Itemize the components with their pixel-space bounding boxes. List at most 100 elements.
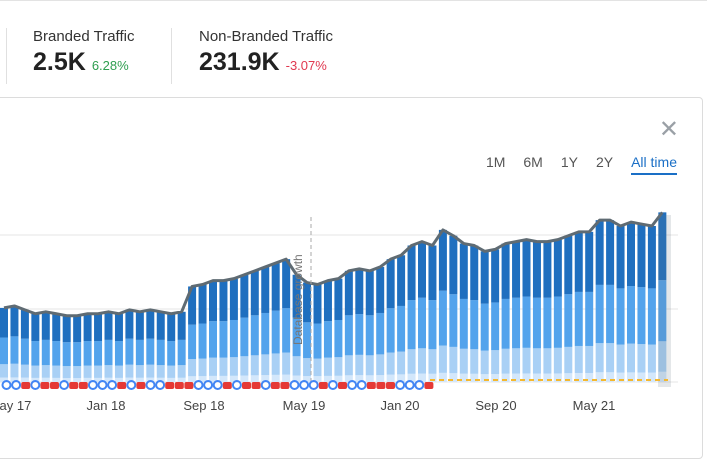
event-marker: [318, 382, 328, 389]
bar-segment: [428, 245, 437, 301]
bar-segment: [658, 212, 667, 281]
event-marker: [145, 380, 156, 390]
bar-segment: [219, 375, 228, 382]
bar-segment: [459, 243, 468, 299]
bar-segment: [428, 300, 437, 350]
bar-segment: [156, 377, 165, 382]
x-tick-label: Sep 20: [475, 398, 516, 413]
range-1y[interactable]: 1Y: [560, 154, 578, 170]
bar-segment: [135, 365, 144, 378]
metric-label: Branded Traffic: [33, 28, 135, 45]
bar-segment: [282, 374, 291, 382]
bar-segment: [250, 375, 259, 382]
bar-segment: [146, 338, 155, 365]
x-tick-label: Sep 18: [183, 398, 224, 413]
metric-non-branded-traffic[interactable]: Non-Branded Traffic 231.9K -3.07%: [199, 28, 333, 77]
event-marker: [193, 380, 204, 390]
x-tick-label: Jan 18: [86, 398, 125, 413]
bar-segment: [449, 294, 458, 347]
bar-segment: [114, 341, 123, 366]
event-marker: [21, 382, 31, 389]
bar-segment: [564, 373, 573, 382]
event-marker: [87, 380, 98, 390]
bar-segment: [606, 343, 615, 373]
bar-segment: [94, 313, 103, 342]
bar-segment: [407, 349, 416, 374]
bar-segment: [397, 305, 406, 352]
bar-segment: [146, 377, 155, 382]
bar-segment: [156, 365, 165, 378]
bar-segment: [250, 270, 259, 316]
bar-segment: [459, 348, 468, 374]
range-1m[interactable]: 1M: [485, 154, 506, 170]
bar-segment: [188, 359, 197, 377]
event-marker: [270, 382, 280, 389]
bar-segment: [114, 377, 123, 382]
bar-segment: [303, 282, 312, 323]
bar-segment: [41, 377, 50, 382]
bar-segment: [512, 373, 521, 382]
event-marker: [231, 380, 242, 390]
bar-segment: [627, 372, 635, 382]
bar-segment: [470, 245, 479, 301]
x-tick-label: Jan 20: [380, 398, 419, 413]
bar-segment: [240, 317, 249, 357]
range-2y[interactable]: 2Y: [595, 154, 614, 170]
bar-segment: [595, 220, 604, 285]
bar-segment: [209, 357, 217, 376]
event-marker: [347, 380, 358, 390]
bar-segment: [459, 373, 468, 382]
event-marker: [424, 382, 434, 389]
event-marker: [78, 382, 88, 389]
bar-segment: [334, 375, 343, 382]
bar-segment: [553, 347, 562, 374]
event-marker: [11, 380, 22, 390]
bar-segment: [616, 372, 625, 382]
event-marker: [174, 382, 184, 389]
range-6m[interactable]: 6M: [523, 154, 543, 170]
bar-segment: [271, 353, 280, 375]
bar-segment: [480, 303, 489, 351]
bar-segment: [125, 338, 134, 365]
bar-segment: [52, 377, 61, 382]
bar-segment: [10, 377, 19, 382]
bar-segment: [355, 314, 364, 355]
bar-segment: [177, 377, 186, 382]
bar-segment: [219, 357, 228, 376]
metrics-bar: Branded Traffic 2.5K 6.28% Non-Branded Tr…: [0, 0, 707, 96]
bar-segment: [616, 344, 625, 373]
event-marker: [40, 382, 50, 389]
bar-segment: [480, 350, 489, 375]
bar-segment: [647, 344, 656, 373]
bar-segment: [397, 374, 406, 382]
bar-segment: [292, 356, 301, 376]
bar-segment: [438, 290, 447, 346]
bar-segment: [532, 241, 541, 298]
bar-segment: [637, 287, 646, 345]
event-marker: [386, 382, 395, 389]
bar-segment: [62, 366, 71, 379]
bar-segment: [543, 373, 552, 382]
event-marker: [395, 380, 406, 390]
bar-segment: [428, 349, 437, 374]
bar-segment: [313, 358, 322, 377]
bar-segment: [438, 229, 447, 291]
bar-segment: [564, 346, 573, 374]
close-icon[interactable]: ✕: [658, 116, 679, 143]
bar-segment: [188, 324, 197, 360]
bar-segment: [219, 321, 228, 358]
metric-branded-traffic[interactable]: Branded Traffic 2.5K 6.28%: [33, 28, 134, 77]
event-marker: [308, 380, 319, 390]
bar-segment: [501, 348, 510, 374]
hover-band: [658, 215, 671, 387]
bar-segment: [627, 343, 635, 373]
bar-segment: [135, 311, 144, 340]
event-marker: [242, 382, 251, 389]
traffic-chart[interactable]: Database growth May 17 Jan 18 Sep 18 May 19 J…: [0, 205, 707, 443]
event-marker: [203, 380, 214, 390]
metric-label: Non-Branded Traffic: [199, 28, 333, 45]
range-all-time[interactable]: All time: [631, 154, 677, 175]
bar-segment: [574, 372, 583, 382]
bar-segment: [20, 364, 29, 378]
bar-segment: [104, 377, 113, 382]
